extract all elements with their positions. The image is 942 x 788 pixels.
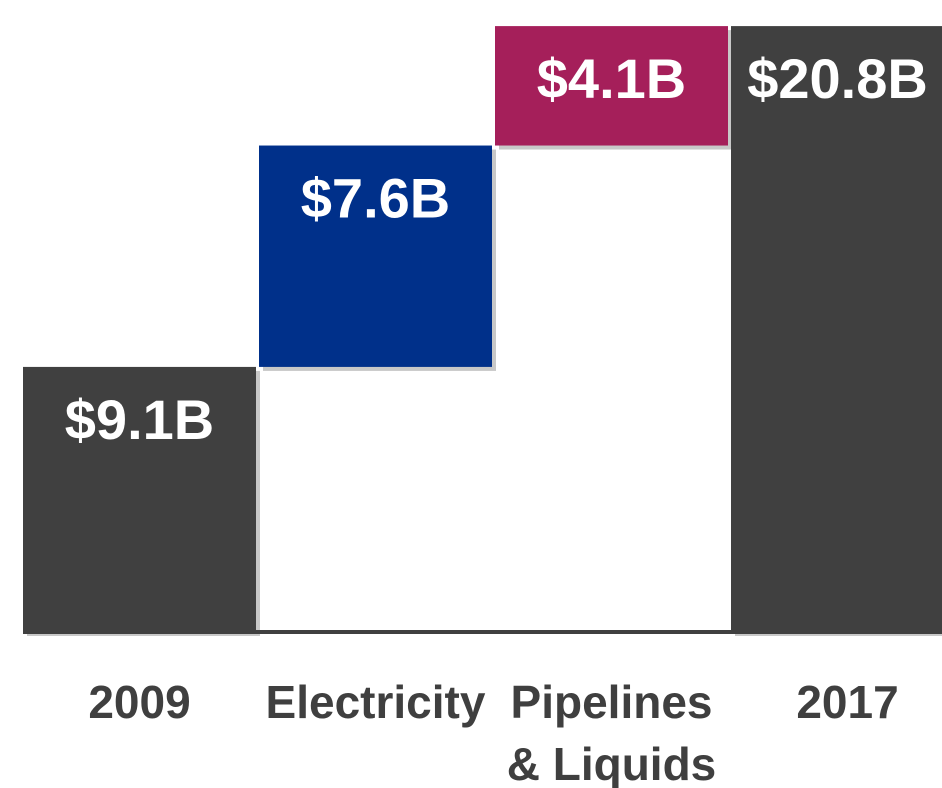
category-label-2009: 2009 — [88, 676, 190, 728]
value-label-electricity: $7.6B — [301, 167, 450, 230]
bar-electricity — [259, 145, 492, 367]
category-label-2017: 2017 — [796, 676, 898, 728]
category-label-pipelines-liquids: Pipelines & Liquids — [507, 676, 717, 788]
bars-group — [23, 26, 942, 636]
value-label-2009: $9.1B — [65, 388, 214, 451]
value-label-2017: $20.8B — [747, 47, 928, 110]
value-labels-group: $9.1B $7.6B $4.1B $20.8B — [65, 47, 928, 451]
bar-2017 — [731, 26, 942, 632]
bar-2009 — [23, 366, 256, 632]
value-label-pipelines-liquids: $4.1B — [537, 47, 686, 110]
category-label-electricity: Electricity — [266, 676, 486, 728]
bar-pipelines-liquids — [495, 26, 728, 146]
category-labels-group: 2009 Electricity Pipelines & Liquids 2017 — [88, 676, 898, 788]
